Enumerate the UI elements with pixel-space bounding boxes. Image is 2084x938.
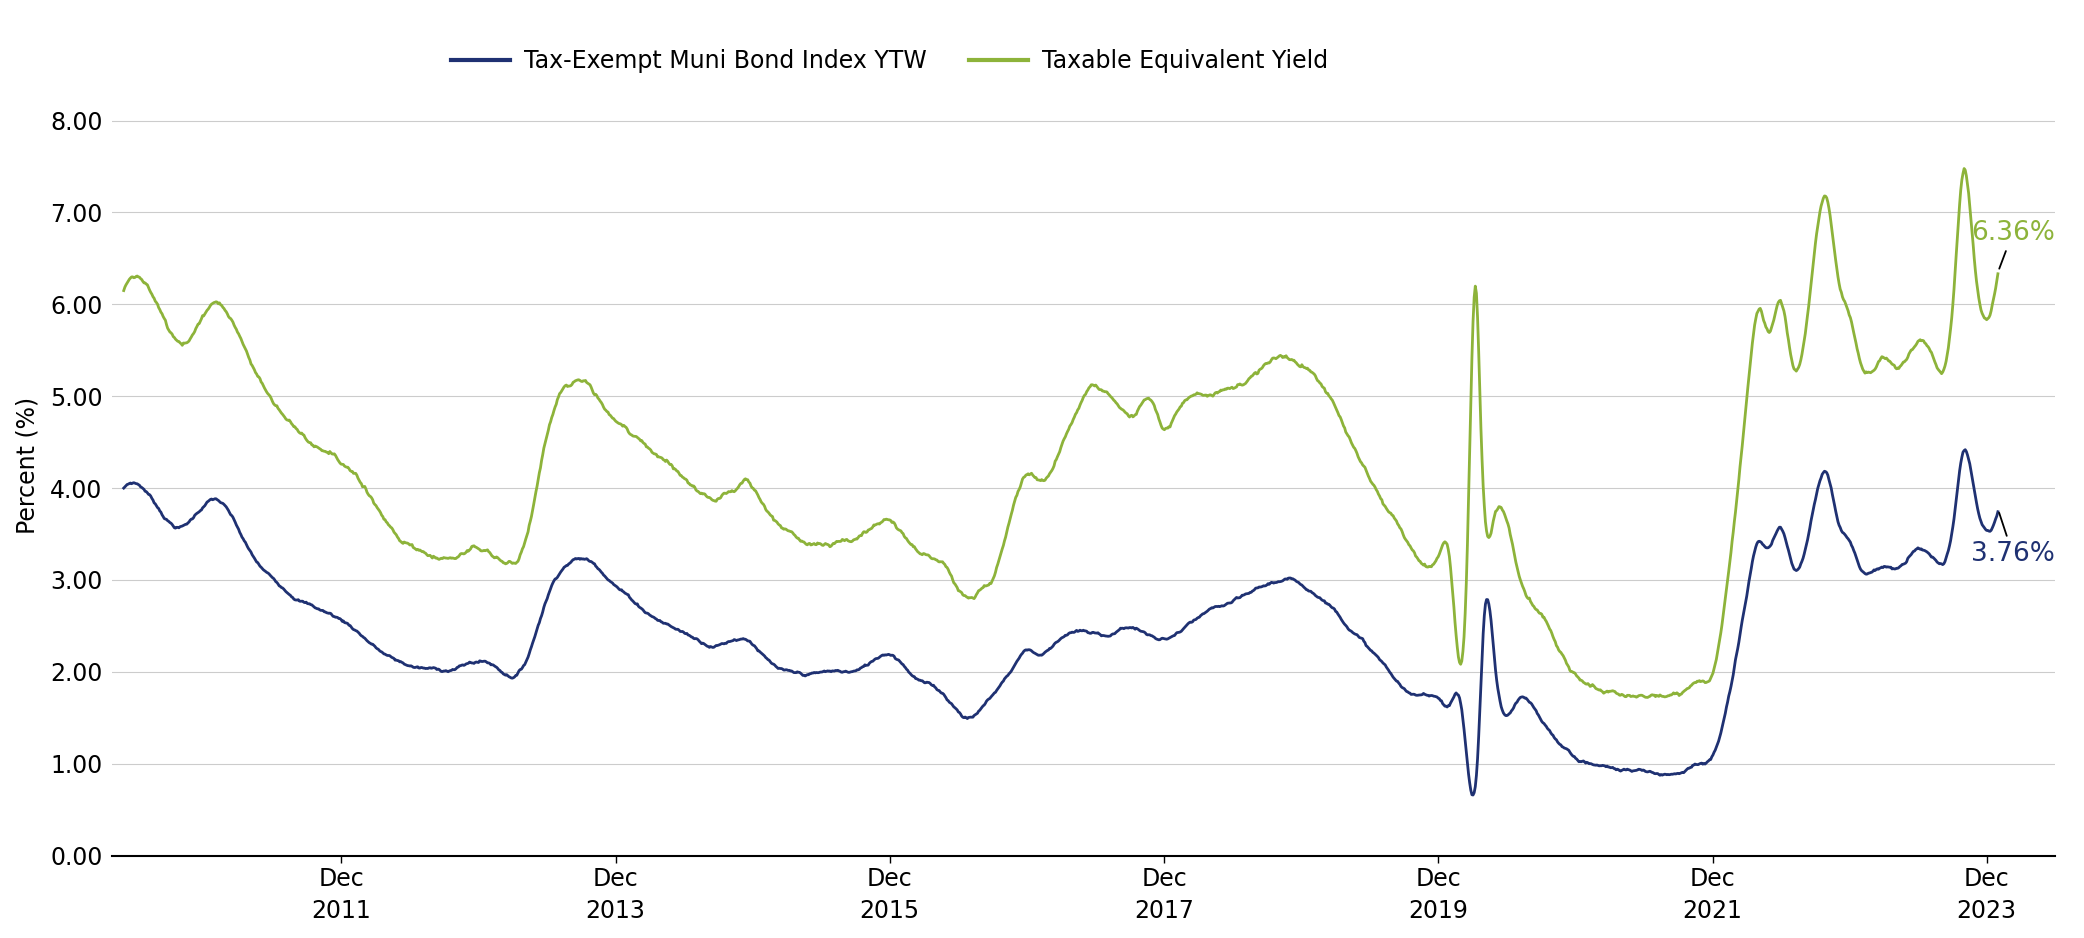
Text: 6.36%: 6.36% <box>1971 219 2055 268</box>
Legend: Tax-Exempt Muni Bond Index YTW, Taxable Equivalent Yield: Tax-Exempt Muni Bond Index YTW, Taxable … <box>442 39 1338 83</box>
Text: 3.76%: 3.76% <box>1971 513 2055 567</box>
Y-axis label: Percent (%): Percent (%) <box>15 397 40 534</box>
